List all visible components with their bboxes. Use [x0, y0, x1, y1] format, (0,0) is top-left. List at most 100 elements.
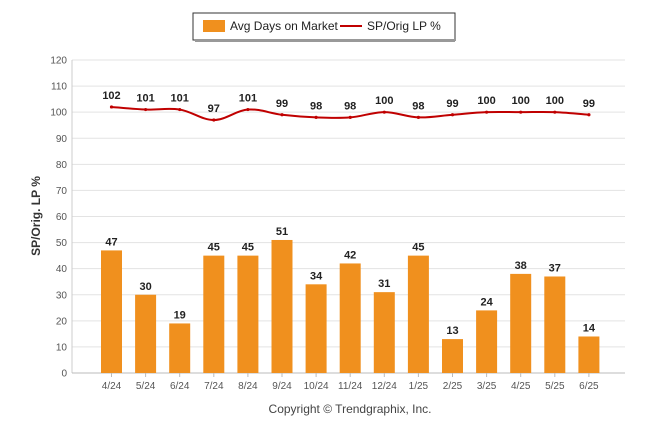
bar-data-label: 19 [174, 309, 186, 321]
line-data-labels: 102 101 101 97 101 99 98 98 100 98 99 100 100 100 99 [102, 90, 595, 115]
bar-data-label: 30 [139, 281, 151, 293]
y-tick-label: 10 [56, 342, 68, 353]
bar-9/24 [271, 239, 293, 373]
bar-data-label: 34 [310, 270, 323, 282]
line-point-7/24 [212, 118, 216, 122]
line-point-4/24 [109, 105, 114, 109]
y-tick-label: 30 [56, 290, 68, 301]
line-data-label: 101 [171, 93, 189, 105]
line-data-label: 100 [546, 95, 564, 107]
y-tick-label: 110 [51, 82, 67, 93]
x-tick-label: 5/24 [136, 381, 156, 392]
bar-data-label: 51 [276, 226, 288, 238]
line-point-6/24 [178, 107, 182, 112]
line-point-12/24 [382, 110, 386, 114]
bar-7/24 [203, 255, 225, 373]
bar-12/24 [373, 292, 395, 373]
legend-box [192, 12, 456, 41]
bar-data-label: 45 [412, 242, 424, 254]
y-tick-label: 0 [61, 369, 67, 380]
bar-6/24 [169, 323, 191, 373]
bar-data-label: 38 [515, 260, 527, 272]
bar-data-label: 37 [549, 262, 561, 274]
x-tick-label: 11/24 [338, 381, 363, 392]
y-tick-label: 50 [56, 238, 68, 249]
legend-label-bar: Avg Days on Market [230, 19, 338, 33]
line-data-label: 101 [239, 93, 257, 105]
bar-4/25 [510, 273, 532, 373]
y-tick-label: 20 [56, 316, 68, 327]
x-tick-label: 4/25 [511, 381, 531, 392]
y-tick-label: 120 [50, 56, 67, 67]
x-tick-label: 12/24 [372, 381, 397, 392]
y-axis-title: SP/Orig. LP % [29, 176, 43, 256]
x-tick-label: 6/25 [579, 381, 599, 392]
line-point-8/24 [246, 107, 250, 112]
line-data-label: 101 [136, 93, 154, 105]
bar-10/24 [305, 284, 327, 373]
x-tick-label: 3/25 [477, 381, 497, 392]
y-tick-label: 80 [56, 160, 68, 171]
x-tick-label: 7/24 [204, 381, 224, 392]
line-series [109, 105, 591, 122]
y-tick-label: 40 [56, 264, 68, 275]
bar-11/24 [339, 263, 361, 373]
y-tick-label: 70 [56, 186, 68, 197]
y-tick-label: 60 [56, 212, 68, 223]
line-data-label: 98 [310, 100, 322, 112]
legend: Avg Days on Market SP/Orig LP % [192, 12, 456, 42]
bar-data-label: 13 [446, 325, 458, 337]
bar-data-label: 47 [105, 236, 117, 248]
x-tick-label: 6/24 [170, 381, 190, 392]
bar-1/25 [407, 255, 429, 373]
bar-8/24 [237, 255, 259, 373]
line-point-5/25 [553, 110, 557, 114]
bar-data-labels: 47 30 19 45 45 51 34 42 31 45 13 24 38 37 14 [105, 226, 596, 337]
line-point-3/25 [485, 110, 489, 114]
y-tick-label: 100 [50, 108, 67, 119]
line-data-label: 100 [512, 95, 530, 107]
line-data-label: 102 [102, 90, 120, 102]
bar-series [101, 239, 600, 373]
legend-label-line: SP/Orig LP % [367, 19, 441, 33]
bar-2/25 [442, 339, 463, 373]
line-point-1/25 [416, 115, 420, 119]
line-data-label: 98 [344, 100, 356, 112]
line-data-label: 100 [375, 95, 393, 107]
y-tick-label: 90 [56, 134, 68, 145]
x-tick-label: 1/25 [409, 381, 429, 392]
bar-data-label: 31 [378, 278, 390, 290]
bar-data-label: 45 [208, 242, 220, 254]
bar-4/24 [101, 250, 122, 373]
line-point-4/25 [519, 110, 523, 114]
line-data-label: 99 [583, 98, 595, 110]
bar-data-label: 42 [344, 249, 356, 261]
bar-data-label: 24 [480, 296, 493, 308]
line-point-10/24 [314, 115, 318, 119]
line-data-label: 98 [412, 100, 424, 112]
line-point-5/24 [144, 107, 148, 112]
bar-data-label: 45 [242, 242, 254, 254]
line-data-label: 97 [208, 103, 220, 115]
line-data-label: 100 [477, 95, 495, 107]
x-tick-label: 4/24 [102, 381, 122, 392]
x-tick-label: 5/25 [545, 381, 565, 392]
line-point-2/25 [450, 113, 455, 117]
bar-5/24 [135, 294, 157, 373]
line-point-6/25 [587, 113, 591, 117]
copyright-text: Copyright © Trendgraphix, Inc. [269, 402, 432, 416]
x-tick-label: 2/25 [443, 381, 463, 392]
bar-3/25 [476, 310, 498, 373]
x-tick-label: 8/24 [238, 381, 258, 392]
line-point-9/24 [280, 113, 284, 117]
line-data-label: 99 [446, 98, 458, 110]
x-tick-label: 9/24 [272, 381, 292, 392]
legend-swatch-bar [203, 20, 225, 32]
bar-6/25 [578, 336, 600, 373]
bar-5/25 [544, 276, 566, 373]
line-point-11/24 [348, 115, 352, 119]
axes: 0 10 20 30 40 50 60 70 80 90 100 110 120 4/24 5/24 6/24… [50, 56, 625, 392]
line-data-label: 99 [276, 98, 288, 110]
